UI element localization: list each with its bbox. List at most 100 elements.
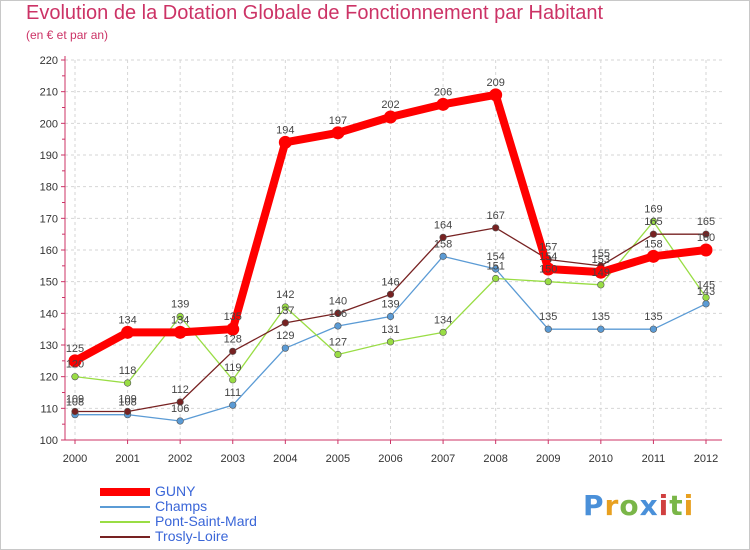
legend-swatch-champs [100,506,150,508]
y-tick-label: 160 [40,245,58,257]
data-label-trosly-loire: 165 [697,216,715,228]
data-point-pont-saint-mard [229,376,237,384]
data-point-champs [281,344,289,352]
data-label-guny: 194 [276,124,294,136]
data-point-pont-saint-mard [492,274,500,283]
data-label-trosly-loire: 112 [171,384,189,396]
data-point-trosly-loire [229,347,237,355]
data-label-champs: 143 [697,286,715,298]
data-point-guny [594,265,608,279]
data-label-guny: 158 [644,238,662,250]
data-label-trosly-loire: 164 [434,219,452,231]
data-label-pont-saint-mard: 139 [171,299,189,311]
chart-subtitle: (en € et par an) [26,28,109,42]
data-label-pont-saint-mard: 150 [539,264,557,276]
data-point-guny [646,249,660,263]
x-tick-label: 2006 [378,453,402,465]
data-label-champs: 106 [171,403,189,415]
y-tick-label: 110 [40,403,58,415]
x-tick-label: 2005 [326,453,350,465]
legend-label-pont-saint-mard: Pont-Saint-Mard [155,513,257,529]
data-label-pont-saint-mard: 134 [434,314,452,326]
y-tick-label: 100 [40,435,58,447]
data-point-trosly-loire [439,233,447,241]
y-tick-label: 210 [40,87,58,99]
data-point-trosly-loire [334,309,342,317]
data-point-pont-saint-mard [334,350,342,359]
data-label-champs: 135 [539,311,557,323]
x-tick-label: 2011 [642,453,666,465]
data-point-trosly-loire [492,224,500,232]
x-tick-label: 2001 [115,453,139,465]
data-label-trosly-loire: 155 [592,248,610,260]
data-point-guny [489,88,503,102]
data-point-trosly-loire [176,398,184,406]
legend-swatch-trosly-loire [100,536,150,538]
data-label-pont-saint-mard: 169 [644,204,662,216]
data-point-guny [384,110,397,124]
data-label-pont-saint-mard: 145 [697,280,715,292]
data-point-trosly-loire [71,407,79,416]
data-point-guny [436,97,450,111]
data-point-guny [699,243,713,257]
data-point-pont-saint-mard [71,373,79,381]
x-tick-label: 2004 [273,453,297,465]
y-tick-label: 190 [40,150,58,162]
proxiti-logo: Proxiti [583,489,694,522]
data-label-guny: 134 [171,314,189,326]
data-label-guny: 202 [381,99,399,111]
data-label-champs: 139 [381,299,399,311]
legend: GUNY Champs Pont-Saint-Mard Trosly-Loire [100,484,400,545]
data-point-guny [68,354,82,368]
logo-letter: r [604,489,620,522]
data-label-trosly-loire: 109 [118,394,136,406]
data-label-pont-saint-mard: 119 [224,362,242,374]
data-point-pont-saint-mard [544,278,552,286]
data-point-champs [176,417,184,425]
data-point-pont-saint-mard [702,293,710,302]
logo-letter: i [683,489,695,522]
legend-swatch-guny [100,488,150,496]
data-label-trosly-loire: 165 [644,216,662,228]
data-label-champs: 136 [329,308,347,320]
y-tick-label: 170 [40,213,58,225]
x-tick-label: 2009 [536,453,560,465]
data-label-trosly-loire: 167 [486,210,504,222]
y-tick-label: 200 [40,118,58,130]
logo-letter: x [639,489,659,522]
data-label-pont-saint-mard: 127 [329,337,347,349]
y-tick-label: 180 [40,182,58,194]
data-point-champs [229,401,237,409]
data-label-champs: 135 [644,311,662,323]
data-point-pont-saint-mard [649,217,658,226]
data-label-guny: 160 [697,232,715,244]
y-tick-label: 140 [40,308,58,320]
data-point-pont-saint-mard [597,281,605,289]
data-point-pont-saint-mard [439,328,447,336]
data-point-champs [597,325,605,333]
data-point-trosly-loire [649,230,658,238]
data-point-guny [121,325,135,339]
logo-letter: t [669,489,684,522]
data-point-champs [649,325,658,333]
data-label-pont-saint-mard: 149 [592,267,610,279]
data-label-champs: 108 [118,397,136,409]
data-label-trosly-loire: 146 [381,276,399,288]
data-label-guny: 134 [118,314,136,326]
data-point-guny [226,322,240,336]
legend-item-trosly-loire: Trosly-Loire [100,529,400,545]
data-label-champs: 129 [276,330,294,342]
data-label-guny: 206 [434,86,452,98]
data-label-pont-saint-mard: 131 [381,324,399,336]
y-tick-label: 130 [40,340,58,352]
data-point-champs [492,265,500,273]
data-label-champs: 111 [224,387,241,399]
logo-letter: o [619,489,640,522]
data-point-champs [439,252,447,260]
chart-title: Evolution de la Dotation Globale de Fonc… [26,2,604,24]
data-label-trosly-loire: 140 [329,295,347,307]
data-label-pont-saint-mard: 120 [66,359,84,371]
data-point-trosly-loire [702,230,710,238]
logo-letter: P [583,489,605,522]
data-point-trosly-loire [386,290,395,298]
